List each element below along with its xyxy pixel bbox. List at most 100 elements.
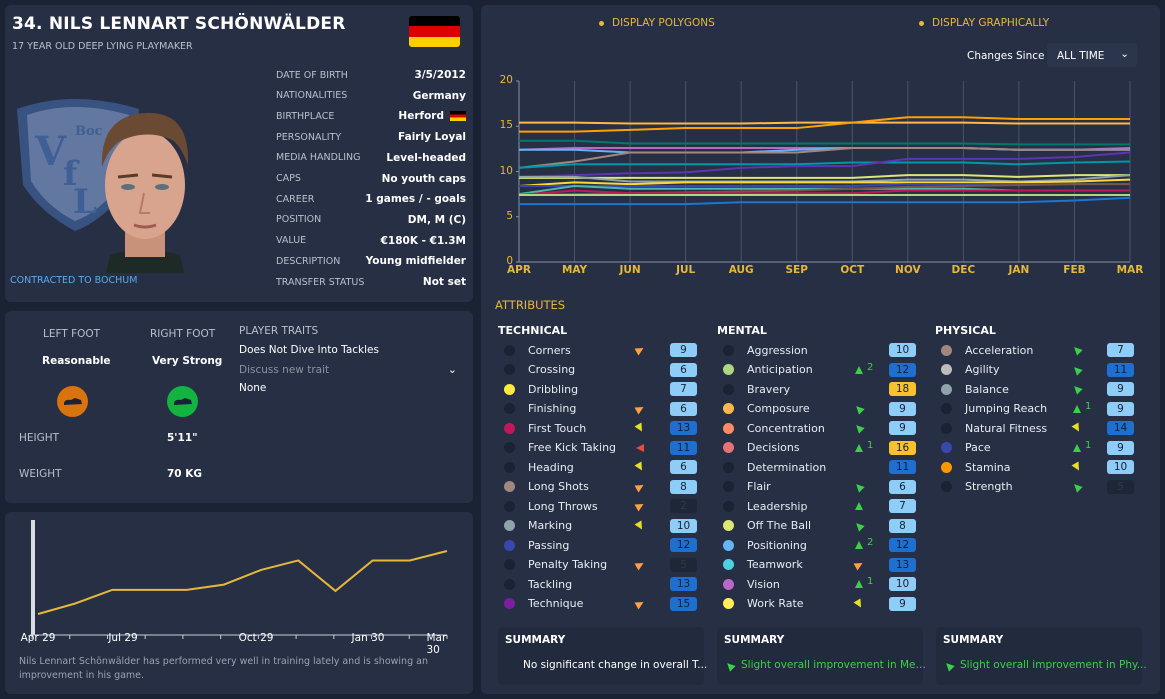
attribute-row[interactable]: Strength 5 [933, 478, 1143, 496]
attribute-row[interactable]: Pace 1 9 [933, 439, 1143, 457]
attribute-row[interactable]: Positioning 2 12 [715, 536, 925, 554]
chart-color-dot[interactable] [504, 442, 515, 453]
attribute-row[interactable]: Balance 9 [933, 380, 1143, 398]
attribute-change: 1 [867, 439, 874, 451]
attribute-row[interactable]: Decisions 1 16 [715, 439, 925, 457]
chart-color-dot[interactable] [723, 578, 734, 590]
attribute-row[interactable]: Heading 6 [496, 458, 706, 476]
chart-color-dot[interactable] [504, 598, 515, 609]
trend-down-right-arrow-icon [634, 461, 646, 473]
changes-since-dropdown[interactable]: ALL TIME ⌄ [1047, 43, 1137, 67]
display-polygons-toggle[interactable]: DISPLAY POLYGONS [599, 17, 715, 29]
chart-color-dot[interactable] [723, 403, 734, 414]
attribute-row[interactable]: Composure 9 [715, 400, 925, 418]
chart-color-dot[interactable] [723, 598, 734, 609]
chart-color-dot[interactable] [504, 578, 515, 590]
attribute-row[interactable]: Leadership 7 [715, 497, 925, 515]
chart-color-dot[interactable] [504, 364, 515, 375]
attribute-row[interactable]: Vision 1 10 [715, 575, 925, 593]
display-graphically-label: DISPLAY GRAPHICALLY [932, 17, 1050, 29]
attribute-row[interactable]: Marking 10 [496, 517, 706, 535]
chart-color-dot[interactable] [723, 422, 734, 434]
chart-color-dot[interactable] [723, 481, 734, 492]
chart-color-dot[interactable] [941, 344, 952, 356]
chart-color-dot[interactable] [504, 461, 515, 473]
attribute-value-badge: 15 [670, 596, 697, 611]
chart-color-dot[interactable] [723, 461, 734, 473]
attribute-value-badge: 6 [889, 479, 916, 494]
attribute-row[interactable]: Stamina 10 [933, 458, 1143, 476]
attribute-row[interactable]: Acceleration 7 [933, 341, 1143, 359]
display-graphically-toggle[interactable]: DISPLAY GRAPHICALLY [919, 17, 1049, 29]
attribute-name: Acceleration [965, 343, 1034, 357]
contract-link[interactable]: CONTRACTED TO BOCHUM [10, 275, 138, 286]
attribute-row[interactable]: Technique 15 [496, 595, 706, 613]
chart-color-dot[interactable] [504, 403, 515, 414]
attribute-row[interactable]: Determination 11 [715, 458, 925, 476]
attribute-change: 1 [1085, 400, 1092, 412]
chart-color-dot[interactable] [504, 500, 515, 512]
summary-text: Slight overall improvement in Men... [741, 659, 931, 671]
attribute-row[interactable]: Bravery 18 [715, 380, 925, 398]
info-row: CAREER 1 games / - goals [276, 189, 466, 209]
attribute-row[interactable]: Free Kick Taking 11 [496, 439, 706, 457]
info-label: POSITION [276, 214, 322, 226]
info-label: CAPS [276, 173, 301, 184]
bullet-icon [919, 20, 924, 26]
attribute-change: 2 [867, 361, 874, 373]
attribute-row[interactable]: Crossing 6 [496, 361, 706, 379]
summary-heading: SUMMARY [943, 634, 1004, 646]
chart-color-dot[interactable] [723, 364, 734, 375]
club-logo: V f L Boc [17, 99, 139, 231]
attribute-row[interactable]: Work Rate 9 [715, 595, 925, 613]
chart-color-dot[interactable] [941, 422, 952, 434]
chart-color-dot[interactable] [504, 539, 515, 551]
attribute-row[interactable]: Passing 12 [496, 536, 706, 554]
chart-color-dot[interactable] [504, 481, 515, 492]
info-label: PERSONALITY [276, 131, 342, 143]
attribute-row[interactable]: Long Throws 2 [496, 497, 706, 515]
attribute-row[interactable]: Agility 11 [933, 361, 1143, 379]
attribute-row[interactable]: Corners 9 [496, 341, 706, 359]
attribute-row[interactable]: Off The Ball 8 [715, 517, 925, 535]
attribute-row[interactable]: Penalty Taking 5 [496, 556, 706, 574]
attribute-name: Teamwork [747, 558, 803, 571]
discuss-trait-dropdown[interactable]: Discuss new trait ⌄ [239, 363, 457, 379]
attribute-row[interactable]: First Touch 13 [496, 419, 706, 437]
chart-color-dot[interactable] [723, 442, 734, 453]
chart-color-dot[interactable] [941, 461, 952, 473]
attribute-value-badge: 5 [670, 557, 697, 572]
attribute-row[interactable]: Teamwork 13 [715, 556, 925, 574]
attribute-name: Positioning [747, 538, 807, 552]
attribute-row[interactable]: Finishing 6 [496, 400, 706, 418]
attribute-row[interactable]: Tackling 13 [496, 575, 706, 593]
chart-color-dot[interactable] [723, 383, 734, 395]
chart-color-dot[interactable] [504, 520, 515, 531]
attribute-row[interactable]: Dribbling 7 [496, 380, 706, 398]
chart-color-dot[interactable] [941, 403, 952, 414]
chart-color-dot[interactable] [723, 344, 734, 356]
chart-color-dot[interactable] [941, 481, 952, 492]
series-line-8 [519, 174, 1130, 179]
chart-color-dot[interactable] [723, 559, 734, 570]
y-tick-label: 20 [499, 74, 513, 86]
chart-color-dot[interactable] [723, 539, 734, 551]
attribute-row[interactable]: Aggression 10 [715, 341, 925, 359]
chart-color-dot[interactable] [504, 344, 515, 356]
attribute-row[interactable]: Concentration 9 [715, 419, 925, 437]
weight-value: 70 KG [167, 468, 203, 480]
summary-box: SUMMARY No significant change in overall … [498, 627, 707, 685]
chart-color-dot[interactable] [941, 383, 952, 395]
chart-color-dot[interactable] [504, 383, 515, 395]
chart-color-dot[interactable] [504, 559, 515, 570]
chart-color-dot[interactable] [941, 442, 952, 453]
attribute-row[interactable]: Flair 6 [715, 478, 925, 496]
attribute-row[interactable]: Jumping Reach 1 9 [933, 400, 1143, 418]
chart-color-dot[interactable] [941, 364, 952, 375]
chart-color-dot[interactable] [723, 520, 734, 531]
attribute-row[interactable]: Anticipation 2 12 [715, 361, 925, 379]
attribute-row[interactable]: Long Shots 8 [496, 478, 706, 496]
chart-color-dot[interactable] [723, 500, 734, 512]
chart-color-dot[interactable] [504, 422, 515, 434]
attribute-row[interactable]: Natural Fitness 14 [933, 419, 1143, 437]
